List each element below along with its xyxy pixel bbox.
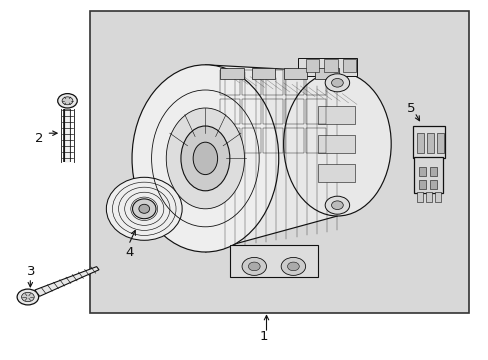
Bar: [220, 99, 239, 124]
Bar: [284, 99, 304, 124]
Text: 2: 2: [35, 132, 43, 145]
Bar: [241, 128, 261, 153]
Circle shape: [331, 78, 343, 87]
Ellipse shape: [181, 126, 229, 191]
Bar: [284, 70, 304, 95]
Bar: [413, 157, 442, 193]
Bar: [342, 59, 356, 72]
Bar: [241, 99, 261, 124]
Bar: [426, 133, 433, 153]
Circle shape: [242, 257, 266, 275]
Circle shape: [281, 257, 305, 275]
Bar: [220, 68, 243, 79]
Bar: [425, 192, 431, 202]
Bar: [315, 68, 338, 79]
Bar: [251, 68, 275, 79]
Circle shape: [325, 74, 349, 92]
Bar: [429, 180, 436, 189]
Circle shape: [62, 97, 73, 105]
Bar: [263, 128, 282, 153]
Bar: [412, 126, 444, 158]
Ellipse shape: [283, 72, 390, 216]
Circle shape: [21, 292, 34, 302]
Bar: [317, 164, 354, 182]
Bar: [429, 167, 436, 176]
Bar: [305, 70, 325, 95]
Ellipse shape: [132, 199, 156, 219]
Bar: [220, 128, 239, 153]
Circle shape: [331, 201, 343, 210]
Bar: [305, 59, 319, 72]
Ellipse shape: [139, 204, 149, 213]
Circle shape: [248, 262, 260, 271]
Bar: [324, 59, 337, 72]
Bar: [241, 70, 261, 95]
Polygon shape: [205, 65, 337, 252]
Bar: [305, 128, 325, 153]
Bar: [317, 135, 354, 153]
Bar: [263, 70, 282, 95]
Bar: [418, 167, 426, 176]
Ellipse shape: [193, 142, 217, 175]
Bar: [284, 128, 304, 153]
Bar: [229, 245, 317, 277]
Polygon shape: [35, 267, 99, 296]
Bar: [283, 68, 306, 79]
Bar: [436, 133, 443, 153]
Bar: [90, 11, 468, 313]
Text: 4: 4: [125, 246, 134, 258]
Bar: [263, 99, 282, 124]
Circle shape: [17, 289, 39, 305]
Bar: [317, 106, 354, 124]
Text: 5: 5: [406, 102, 414, 114]
Text: 1: 1: [259, 330, 268, 343]
Circle shape: [287, 262, 299, 271]
Bar: [416, 192, 423, 202]
Ellipse shape: [106, 177, 182, 240]
Bar: [434, 192, 440, 202]
Bar: [418, 180, 426, 189]
Bar: [416, 133, 423, 153]
Ellipse shape: [132, 65, 278, 252]
Text: 3: 3: [27, 265, 35, 278]
Ellipse shape: [166, 108, 244, 209]
Bar: [220, 70, 239, 95]
Circle shape: [325, 196, 349, 214]
Bar: [298, 58, 356, 76]
Bar: [305, 99, 325, 124]
Circle shape: [58, 94, 77, 108]
